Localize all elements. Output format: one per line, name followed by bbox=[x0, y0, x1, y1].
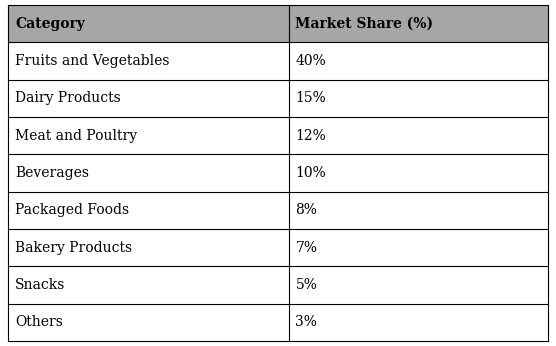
FancyBboxPatch shape bbox=[289, 43, 548, 80]
FancyBboxPatch shape bbox=[8, 5, 289, 43]
FancyBboxPatch shape bbox=[8, 303, 289, 341]
Text: Others: Others bbox=[15, 315, 63, 329]
FancyBboxPatch shape bbox=[289, 117, 548, 154]
Text: 15%: 15% bbox=[295, 91, 326, 106]
FancyBboxPatch shape bbox=[289, 154, 548, 192]
FancyBboxPatch shape bbox=[289, 80, 548, 117]
Text: Beverages: Beverages bbox=[15, 166, 89, 180]
FancyBboxPatch shape bbox=[8, 229, 289, 266]
FancyBboxPatch shape bbox=[8, 117, 289, 154]
Text: 12%: 12% bbox=[295, 129, 326, 143]
Text: 7%: 7% bbox=[295, 240, 317, 255]
FancyBboxPatch shape bbox=[289, 266, 548, 303]
FancyBboxPatch shape bbox=[289, 5, 548, 43]
FancyBboxPatch shape bbox=[8, 43, 289, 80]
FancyBboxPatch shape bbox=[8, 80, 289, 117]
Text: 40%: 40% bbox=[295, 54, 326, 68]
Text: Meat and Poultry: Meat and Poultry bbox=[15, 129, 137, 143]
FancyBboxPatch shape bbox=[289, 303, 548, 341]
Text: Category: Category bbox=[15, 17, 85, 31]
Text: 3%: 3% bbox=[295, 315, 317, 329]
FancyBboxPatch shape bbox=[289, 192, 548, 229]
Text: Bakery Products: Bakery Products bbox=[15, 240, 132, 255]
Text: 10%: 10% bbox=[295, 166, 326, 180]
FancyBboxPatch shape bbox=[289, 229, 548, 266]
Text: Market Share (%): Market Share (%) bbox=[295, 17, 434, 31]
FancyBboxPatch shape bbox=[8, 192, 289, 229]
Text: 8%: 8% bbox=[295, 203, 317, 217]
FancyBboxPatch shape bbox=[8, 154, 289, 192]
Text: Fruits and Vegetables: Fruits and Vegetables bbox=[15, 54, 170, 68]
Text: 5%: 5% bbox=[295, 278, 317, 292]
Text: Snacks: Snacks bbox=[15, 278, 66, 292]
FancyBboxPatch shape bbox=[8, 266, 289, 303]
Text: Packaged Foods: Packaged Foods bbox=[15, 203, 129, 217]
Text: Dairy Products: Dairy Products bbox=[15, 91, 121, 106]
